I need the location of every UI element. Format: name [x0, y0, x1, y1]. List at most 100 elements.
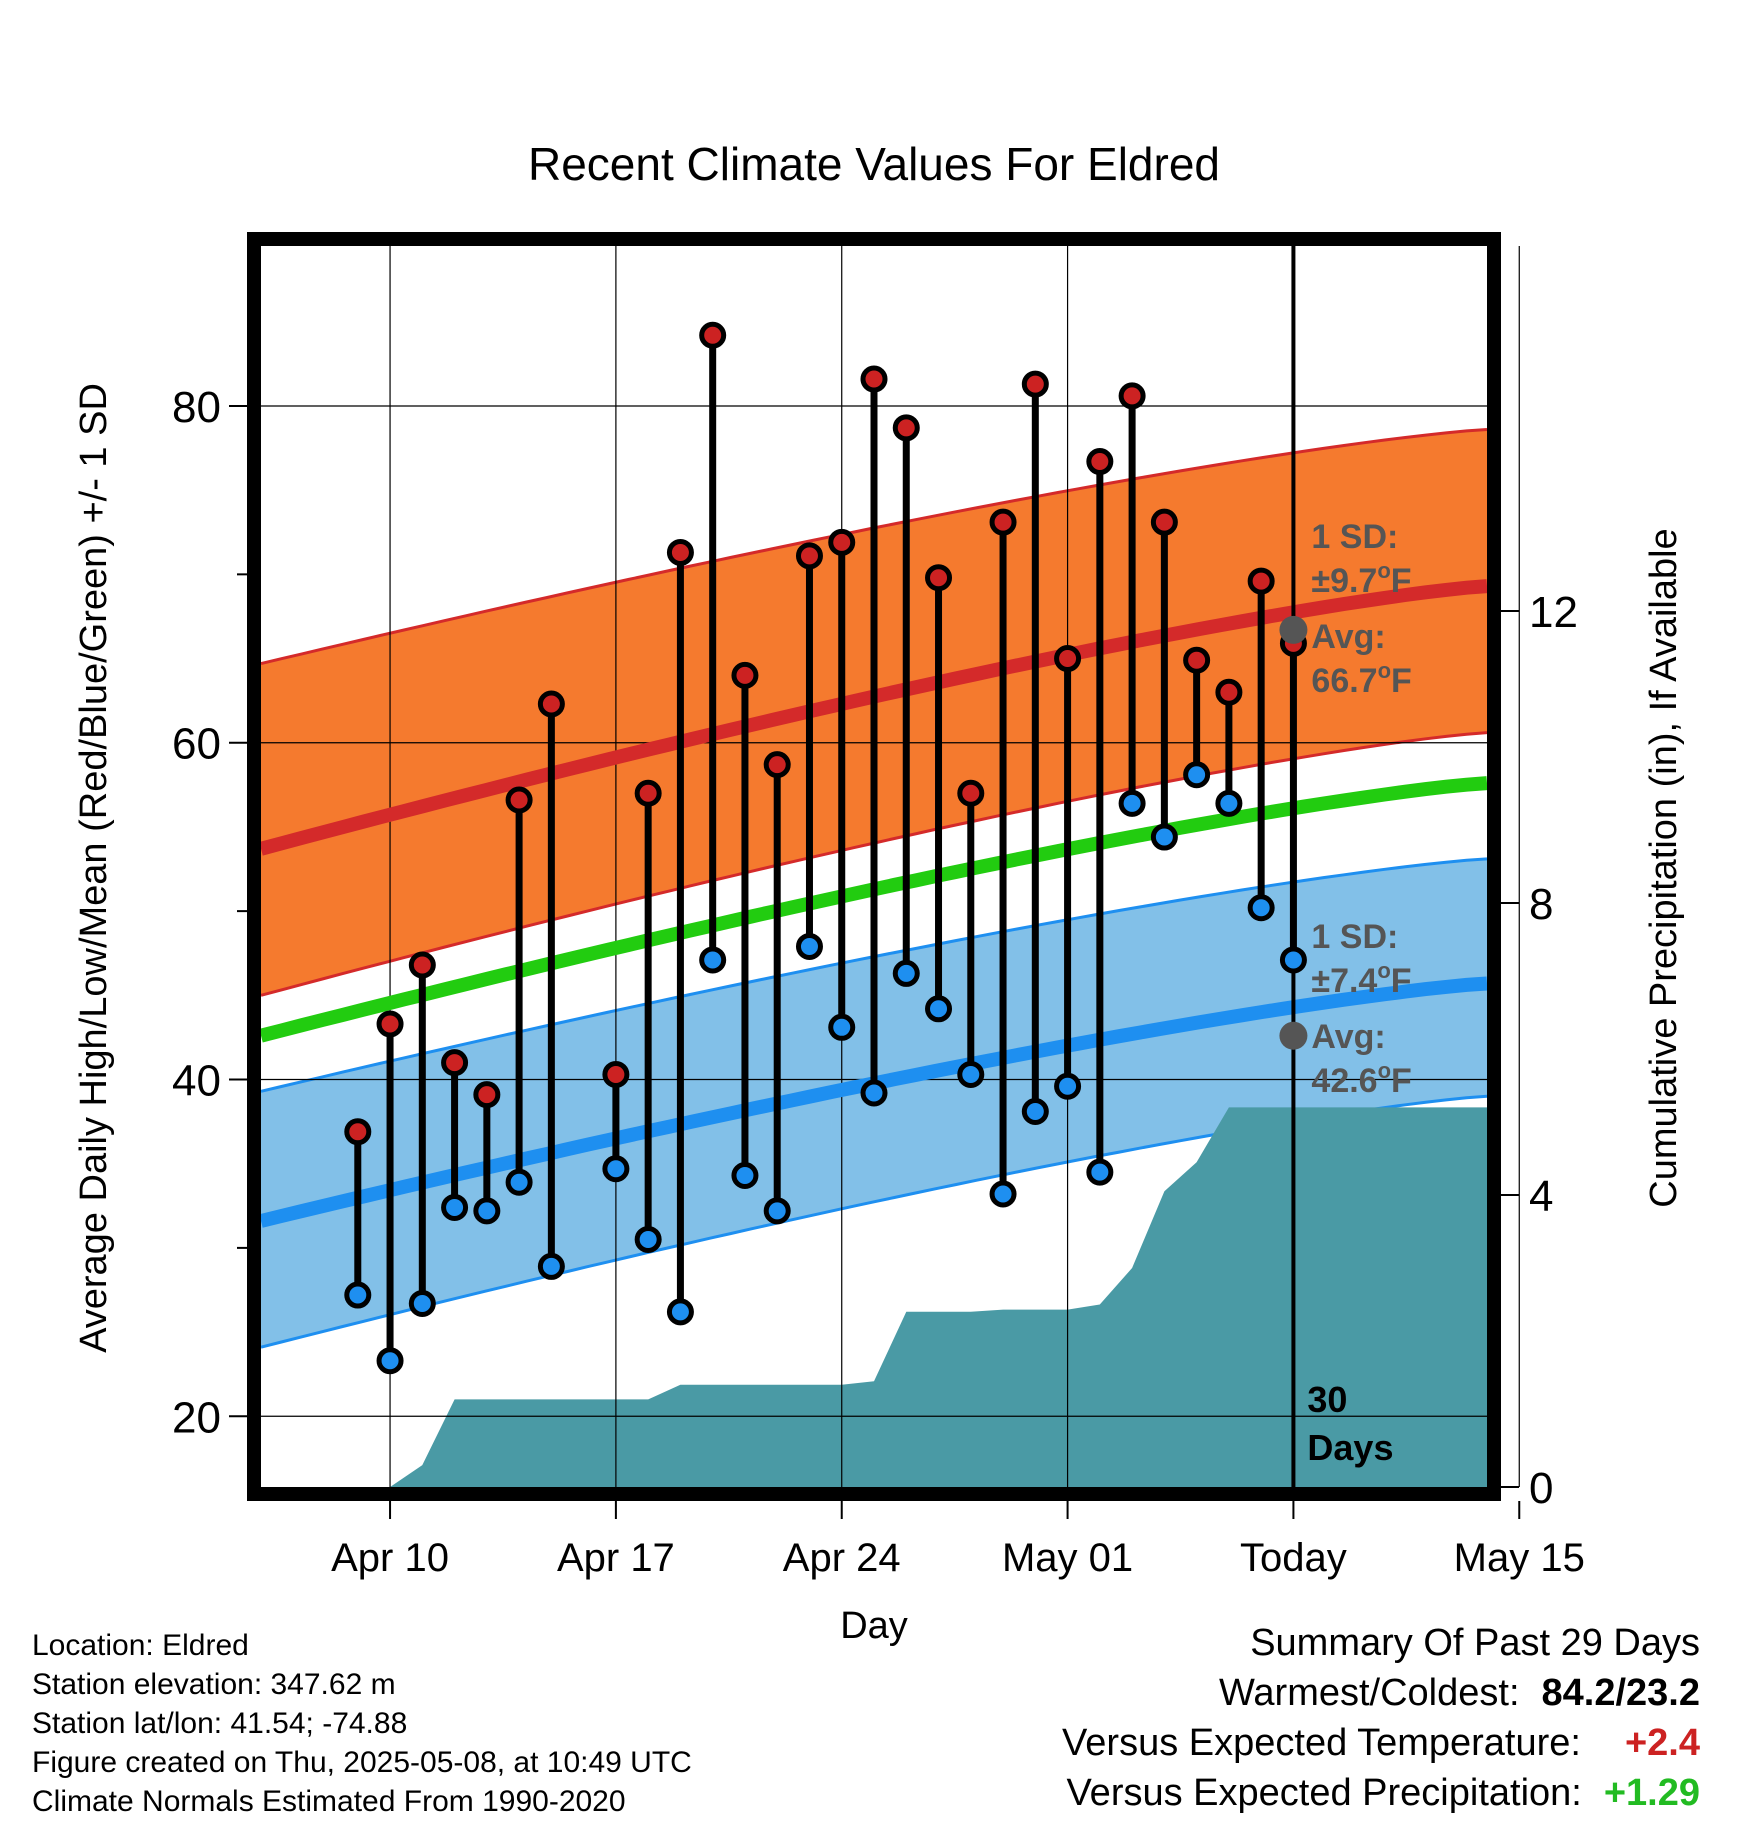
day-apr-30 — [1021, 370, 1049, 1126]
x-tick-label: May 01 — [1002, 1536, 1133, 1580]
day-apr-22 — [763, 751, 791, 1225]
high-point — [666, 538, 694, 566]
low-sd-title: 1 SD: — [1311, 918, 1398, 956]
info-normals: Climate Normals Estimated From 1990-2020 — [32, 1785, 626, 1818]
day-may-06 — [1215, 678, 1243, 817]
summary-panel: Summary Of Past 29 Days Warmest/Coldest:… — [1062, 1618, 1700, 1818]
high-point — [1021, 370, 1049, 398]
precip-area-layer — [357, 1107, 1487, 1487]
high-point — [1118, 382, 1146, 410]
low-avg-value: 42.6oF — [1311, 1058, 1411, 1100]
summary-precip-label: Versus Expected Precipitation: — [1066, 1772, 1582, 1814]
day-apr-15 — [537, 690, 565, 1280]
high-point — [892, 414, 920, 442]
day-apr-17 — [602, 1060, 630, 1183]
low-point — [699, 946, 727, 974]
high-point — [1150, 508, 1178, 536]
x-tick-label: Apr 17 — [557, 1536, 675, 1580]
y2-tick-label-8: 8 — [1529, 880, 1553, 929]
day-apr-23 — [795, 542, 823, 960]
high-point — [763, 751, 791, 779]
low-point — [892, 959, 920, 987]
day-may-05 — [1183, 646, 1211, 789]
day-apr-27 — [925, 564, 953, 1023]
low-point — [989, 1180, 1017, 1208]
high-point — [344, 1118, 372, 1146]
day-apr-28 — [957, 779, 985, 1088]
high-point — [957, 779, 985, 807]
day-apr-12 — [441, 1049, 469, 1221]
low-point — [473, 1197, 501, 1225]
low-point — [1021, 1098, 1049, 1126]
day-may-07 — [1247, 567, 1275, 922]
plot-border — [247, 232, 1501, 1501]
day-apr-26 — [892, 414, 920, 987]
low-point — [828, 1013, 856, 1041]
precip-area — [357, 1107, 1487, 1487]
high-point — [505, 786, 533, 814]
low-point — [376, 1347, 404, 1375]
low-point — [537, 1252, 565, 1280]
day-apr-09 — [344, 1118, 372, 1309]
high-point — [473, 1081, 501, 1109]
day-may-01 — [1054, 645, 1082, 1100]
y2-tick-label-0: 0 — [1529, 1464, 1553, 1513]
high-point — [1054, 645, 1082, 673]
low-point — [505, 1168, 533, 1196]
low-point — [408, 1289, 436, 1317]
low-point — [795, 932, 823, 960]
high-point — [1086, 448, 1114, 476]
y-tick-label-40: 40 — [172, 1057, 221, 1106]
today-label-unit: Days — [1307, 1427, 1393, 1468]
high-point — [441, 1049, 469, 1077]
day-apr-18 — [634, 779, 662, 1253]
high-avg-title: Avg: — [1311, 618, 1385, 656]
low-point — [731, 1161, 759, 1189]
day-apr-11 — [408, 951, 436, 1317]
info-created: Figure created on Thu, 2025-05-08, at 10… — [32, 1746, 692, 1779]
y2-axis-label: Cumulative Precipitation (in), If Availa… — [1643, 528, 1685, 1207]
day-may-03 — [1118, 382, 1146, 817]
summary-title: Summary Of Past 29 Days — [1250, 1622, 1700, 1664]
low-point — [1183, 761, 1211, 789]
plot-frame — [247, 232, 1501, 1501]
summary-temp-row: Versus Expected Temperature: +2.4 — [1062, 1718, 1700, 1768]
x-tick-label: Today — [1240, 1536, 1347, 1580]
info-location: Location: Eldred — [32, 1629, 249, 1662]
low-point — [1247, 894, 1275, 922]
high-point — [828, 528, 856, 556]
info-latlon: Station lat/lon: 41.54; -74.88 — [32, 1707, 408, 1740]
y-tick-label-80: 80 — [172, 383, 221, 432]
low-point — [441, 1193, 469, 1221]
high-point — [731, 661, 759, 689]
low-point — [602, 1155, 630, 1183]
high-point — [699, 321, 727, 349]
low-point — [1215, 789, 1243, 817]
high-point — [408, 951, 436, 979]
info-elevation: Station elevation: 347.62 m — [32, 1668, 396, 1701]
summary-temp-value: +2.4 — [1624, 1722, 1700, 1764]
x-tick-label: Apr 10 — [331, 1536, 449, 1580]
day-apr-14 — [505, 786, 533, 1196]
day-may-02 — [1086, 448, 1114, 1186]
high-point — [537, 690, 565, 718]
low-point — [1118, 789, 1146, 817]
low-avg-title: Avg: — [1311, 1018, 1385, 1056]
low-point — [1086, 1158, 1114, 1186]
summary-temp-label: Versus Expected Temperature: — [1062, 1722, 1581, 1764]
day-apr-19 — [666, 538, 694, 1326]
high-point — [989, 508, 1017, 536]
high-sd-value: ±9.7oF — [1311, 558, 1411, 600]
low-point — [925, 995, 953, 1023]
x-axis-label: Day — [840, 1605, 908, 1647]
high-point — [634, 779, 662, 807]
high-point — [602, 1060, 630, 1088]
summary-warmest-row: Warmest/Coldest: 84.2/23.2 — [1062, 1668, 1700, 1718]
x-tick-label: Apr 24 — [783, 1536, 901, 1580]
high-point — [795, 542, 823, 570]
low-point — [957, 1060, 985, 1088]
today-high-avg-marker — [1279, 615, 1308, 644]
summary-warmest-value: 84.2/23.2 — [1541, 1672, 1700, 1714]
y2-tick-label-4: 4 — [1529, 1172, 1553, 1221]
summary-warmest-label: Warmest/Coldest: — [1218, 1672, 1520, 1714]
